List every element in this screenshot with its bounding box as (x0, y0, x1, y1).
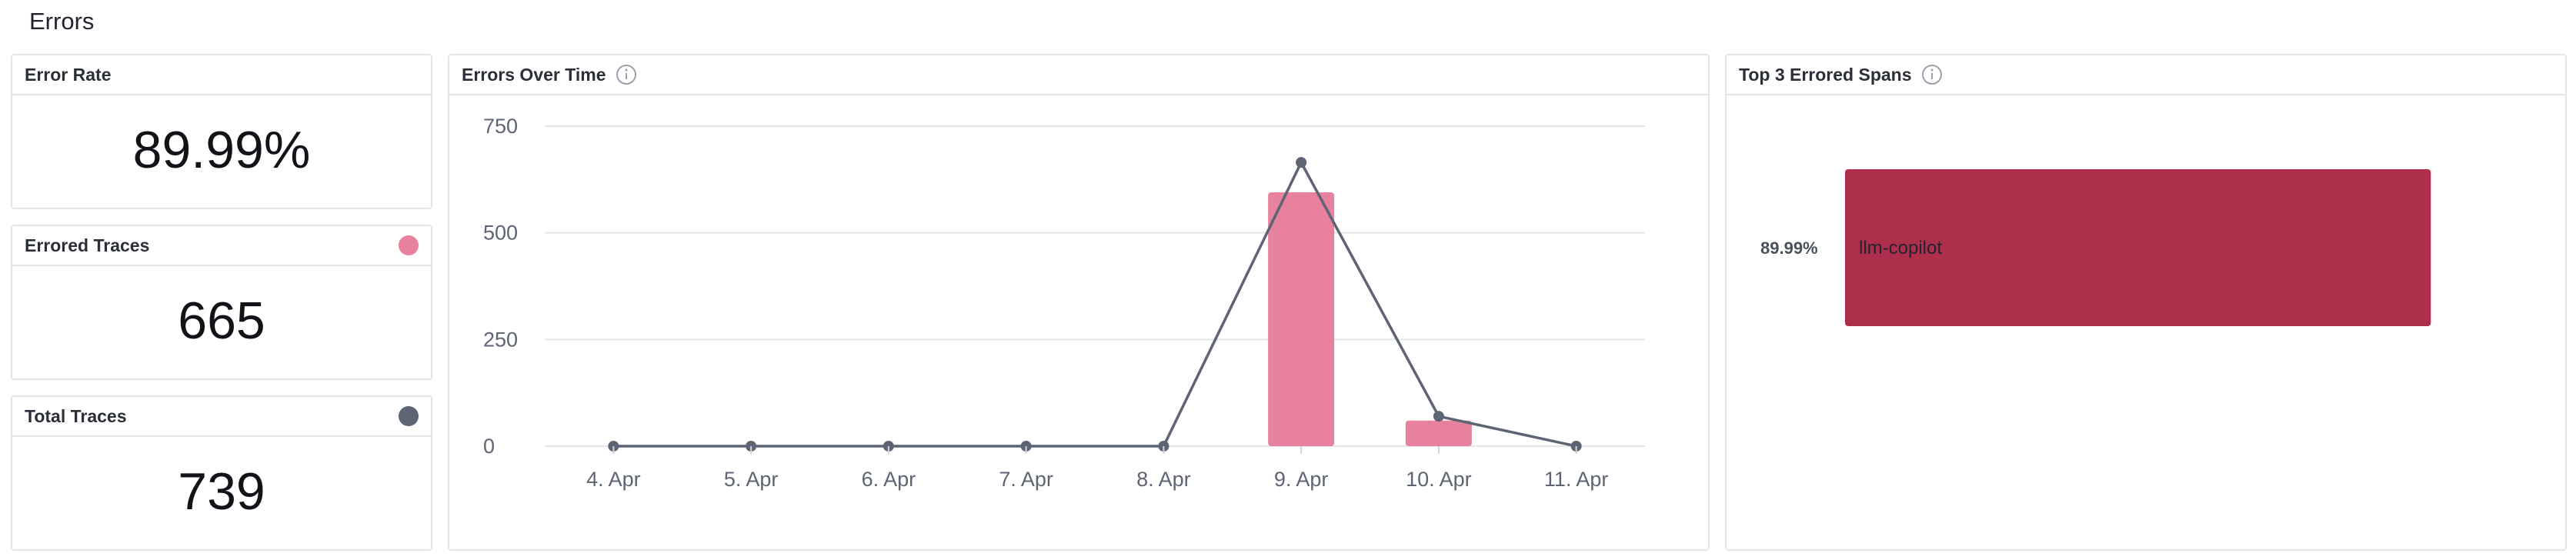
x-tick-label: 7. Apr (999, 468, 1053, 491)
span-name-label: llm-copilot (1859, 238, 1942, 258)
errored-traces-value: 665 (178, 292, 265, 350)
bar (1405, 420, 1472, 446)
y-tick-label: 0 (483, 435, 495, 458)
bar (1268, 192, 1335, 446)
y-tick-label: 500 (483, 222, 518, 245)
x-tick-label: 5. Apr (724, 468, 779, 491)
errors-over-time-header: Errors Over Time (449, 55, 1708, 95)
line-point (1433, 411, 1444, 422)
x-tick-label: 8. Apr (1136, 468, 1191, 491)
x-tick-label: 6. Apr (862, 468, 916, 491)
total-traces-header: Total Traces (12, 397, 431, 437)
x-tick-label: 11. Apr (1544, 468, 1609, 491)
top-errored-spans-header: Top 3 Errored Spans (1727, 55, 2565, 95)
errors-over-time-chart: 0 250 500 750 4. Apr 5. Apr 6. Apr 7. Apr 8. Apr… (483, 115, 1645, 491)
error-rate-card: Error Rate 89.99% (11, 54, 432, 209)
info-icon[interactable] (616, 64, 637, 85)
total-traces-value: 739 (178, 462, 265, 521)
top-errored-spans-card: Top 3 Errored Spans 89.99% llm-copilot (1725, 54, 2567, 551)
x-tick-label: 9. Apr (1274, 468, 1329, 491)
top-errored-spans-chart: 89.99% llm-copilot (1760, 169, 2431, 326)
x-tick-label: 10. Apr (1406, 468, 1472, 491)
total-traces-color-dot (399, 406, 419, 426)
x-tick-label: 4. Apr (586, 468, 641, 491)
section-title: Errors (29, 8, 95, 35)
errored-traces-header: Errored Traces (12, 226, 431, 266)
series-line (613, 159, 1577, 448)
y-tick-label: 250 (483, 328, 518, 351)
error-rate-value: 89.99% (132, 121, 311, 179)
top-errored-spans-title: Top 3 Errored Spans (1739, 64, 1912, 85)
errors-over-time-card: Errors Over Time 0 250 500 750 4. Apr 5. Apr 6… (448, 54, 1710, 551)
info-icon[interactable] (1921, 64, 1943, 85)
errored-traces-color-dot (399, 235, 419, 255)
span-bar (1845, 169, 2431, 326)
y-tick-label: 750 (483, 115, 518, 138)
total-traces-label: Total Traces (25, 405, 127, 426)
errored-traces-label: Errored Traces (25, 235, 150, 255)
line-point (1296, 157, 1307, 168)
span-value-label: 89.99% (1760, 238, 1818, 258)
errored-traces-card: Errored Traces 665 (11, 225, 432, 380)
error-rate-label: Error Rate (25, 64, 112, 85)
error-rate-header: Error Rate (12, 55, 431, 95)
total-traces-card: Total Traces 739 (11, 395, 432, 551)
errors-over-time-title: Errors Over Time (462, 64, 606, 85)
